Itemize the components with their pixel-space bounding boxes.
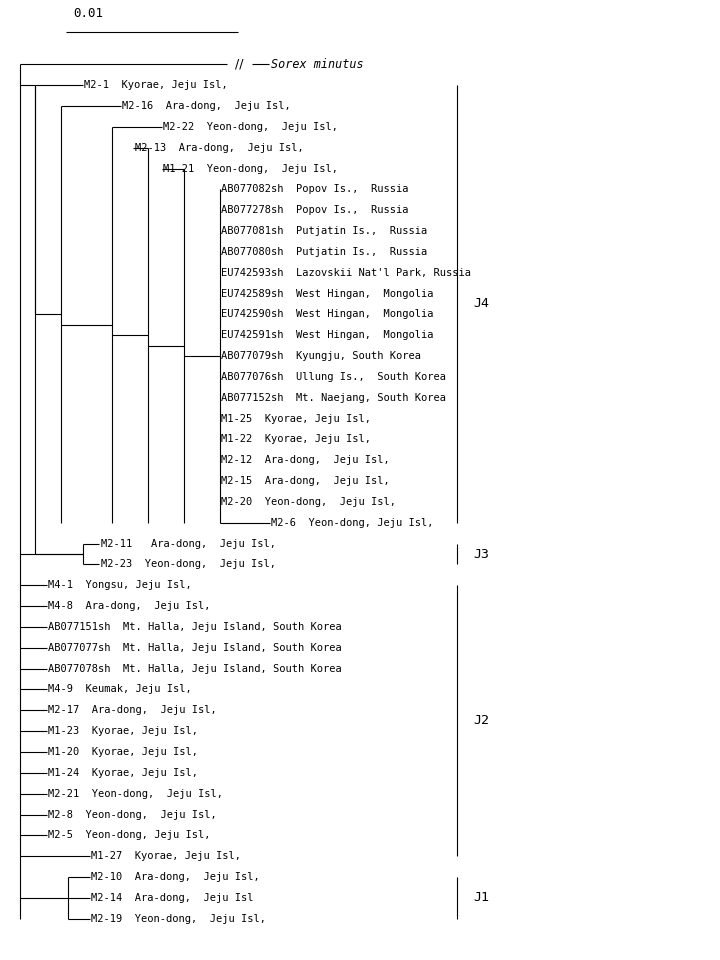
Text: M2-1  Kyorae, Jeju Isl,: M2-1 Kyorae, Jeju Isl, <box>84 80 228 90</box>
Text: M1-22  Kyorae, Jeju Isl,: M1-22 Kyorae, Jeju Isl, <box>221 435 371 444</box>
Text: EU742590sh  West Hingan,  Mongolia: EU742590sh West Hingan, Mongolia <box>221 309 433 320</box>
Text: AB077080sh  Putjatin Is.,  Russia: AB077080sh Putjatin Is., Russia <box>221 247 427 257</box>
Text: EU742591sh  West Hingan,  Mongolia: EU742591sh West Hingan, Mongolia <box>221 330 433 340</box>
Text: M1-27  Kyorae, Jeju Isl,: M1-27 Kyorae, Jeju Isl, <box>91 852 241 861</box>
Text: J1: J1 <box>474 892 490 904</box>
Text: M2-20  Yeon-dong,  Jeju Isl,: M2-20 Yeon-dong, Jeju Isl, <box>221 497 396 507</box>
Text: 0.01: 0.01 <box>73 7 104 20</box>
Text: AB077081sh  Putjatin Is.,  Russia: AB077081sh Putjatin Is., Russia <box>221 226 427 236</box>
Text: AB077079sh  Kyungju, South Korea: AB077079sh Kyungju, South Korea <box>221 351 421 361</box>
Text: M2-8  Yeon-dong,  Jeju Isl,: M2-8 Yeon-dong, Jeju Isl, <box>48 809 217 820</box>
Text: J3: J3 <box>474 547 490 561</box>
Text: J4: J4 <box>474 298 490 310</box>
Text: M1-20  Kyorae, Jeju Isl,: M1-20 Kyorae, Jeju Isl, <box>48 747 198 757</box>
Text: AB077151sh  Mt. Halla, Jeju Island, South Korea: AB077151sh Mt. Halla, Jeju Island, South… <box>48 622 342 632</box>
Text: EU742593sh  Lazovskii Nat'l Park, Russia: EU742593sh Lazovskii Nat'l Park, Russia <box>221 268 471 277</box>
Text: M2-22  Yeon-dong,  Jeju Isl,: M2-22 Yeon-dong, Jeju Isl, <box>163 122 338 132</box>
Text: J2: J2 <box>474 714 490 728</box>
Text: M1-21  Yeon-dong,  Jeju Isl,: M1-21 Yeon-dong, Jeju Isl, <box>163 163 338 174</box>
Text: M1-25  Kyorae, Jeju Isl,: M1-25 Kyorae, Jeju Isl, <box>221 414 371 423</box>
Text: AB077278sh  Popov Is.,  Russia: AB077278sh Popov Is., Russia <box>221 205 408 215</box>
Text: M1-24  Kyorae, Jeju Isl,: M1-24 Kyorae, Jeju Isl, <box>48 768 198 778</box>
Text: AB077077sh  Mt. Halla, Jeju Island, South Korea: AB077077sh Mt. Halla, Jeju Island, South… <box>48 643 342 653</box>
Text: AB077152sh  Mt. Naejang, South Korea: AB077152sh Mt. Naejang, South Korea <box>221 393 446 403</box>
Text: M2-23  Yeon-dong,  Jeju Isl,: M2-23 Yeon-dong, Jeju Isl, <box>101 560 276 569</box>
Text: M4-1  Yongsu, Jeju Isl,: M4-1 Yongsu, Jeju Isl, <box>48 580 192 590</box>
Text: M4-9  Keumak, Jeju Isl,: M4-9 Keumak, Jeju Isl, <box>48 684 192 694</box>
Text: M2-10  Ara-dong,  Jeju Isl,: M2-10 Ara-dong, Jeju Isl, <box>91 872 260 882</box>
Text: M2-6  Yeon-dong, Jeju Isl,: M2-6 Yeon-dong, Jeju Isl, <box>271 517 434 528</box>
Text: AB077076sh  Ullung Is.,  South Korea: AB077076sh Ullung Is., South Korea <box>221 372 446 382</box>
Text: M2-15  Ara-dong,  Jeju Isl,: M2-15 Ara-dong, Jeju Isl, <box>221 476 390 486</box>
Text: M4-8  Ara-dong,  Jeju Isl,: M4-8 Ara-dong, Jeju Isl, <box>48 601 211 612</box>
Text: M2-14  Ara-dong,  Jeju Isl: M2-14 Ara-dong, Jeju Isl <box>91 893 254 903</box>
Text: M2-13  Ara-dong,  Jeju Isl,: M2-13 Ara-dong, Jeju Isl, <box>135 143 303 153</box>
Text: M2-16  Ara-dong,  Jeju Isl,: M2-16 Ara-dong, Jeju Isl, <box>122 101 291 111</box>
Text: AB077082sh  Popov Is.,  Russia: AB077082sh Popov Is., Russia <box>221 184 408 194</box>
Text: Sorex minutus: Sorex minutus <box>271 58 364 71</box>
Text: M2-19  Yeon-dong,  Jeju Isl,: M2-19 Yeon-dong, Jeju Isl, <box>91 914 266 924</box>
Text: M2-21  Yeon-dong,  Jeju Isl,: M2-21 Yeon-dong, Jeju Isl, <box>48 789 223 799</box>
Text: EU742589sh  West Hingan,  Mongolia: EU742589sh West Hingan, Mongolia <box>221 289 433 299</box>
Text: M2-12  Ara-dong,  Jeju Isl,: M2-12 Ara-dong, Jeju Isl, <box>221 455 390 466</box>
Text: M2-5  Yeon-dong, Jeju Isl,: M2-5 Yeon-dong, Jeju Isl, <box>48 830 211 840</box>
Text: AB077078sh  Mt. Halla, Jeju Island, South Korea: AB077078sh Mt. Halla, Jeju Island, South… <box>48 663 342 674</box>
Text: M2-17  Ara-dong,  Jeju Isl,: M2-17 Ara-dong, Jeju Isl, <box>48 706 217 715</box>
Text: //: // <box>235 58 243 71</box>
Text: M2-11   Ara-dong,  Jeju Isl,: M2-11 Ara-dong, Jeju Isl, <box>101 539 276 548</box>
Text: M1-23  Kyorae, Jeju Isl,: M1-23 Kyorae, Jeju Isl, <box>48 726 198 736</box>
